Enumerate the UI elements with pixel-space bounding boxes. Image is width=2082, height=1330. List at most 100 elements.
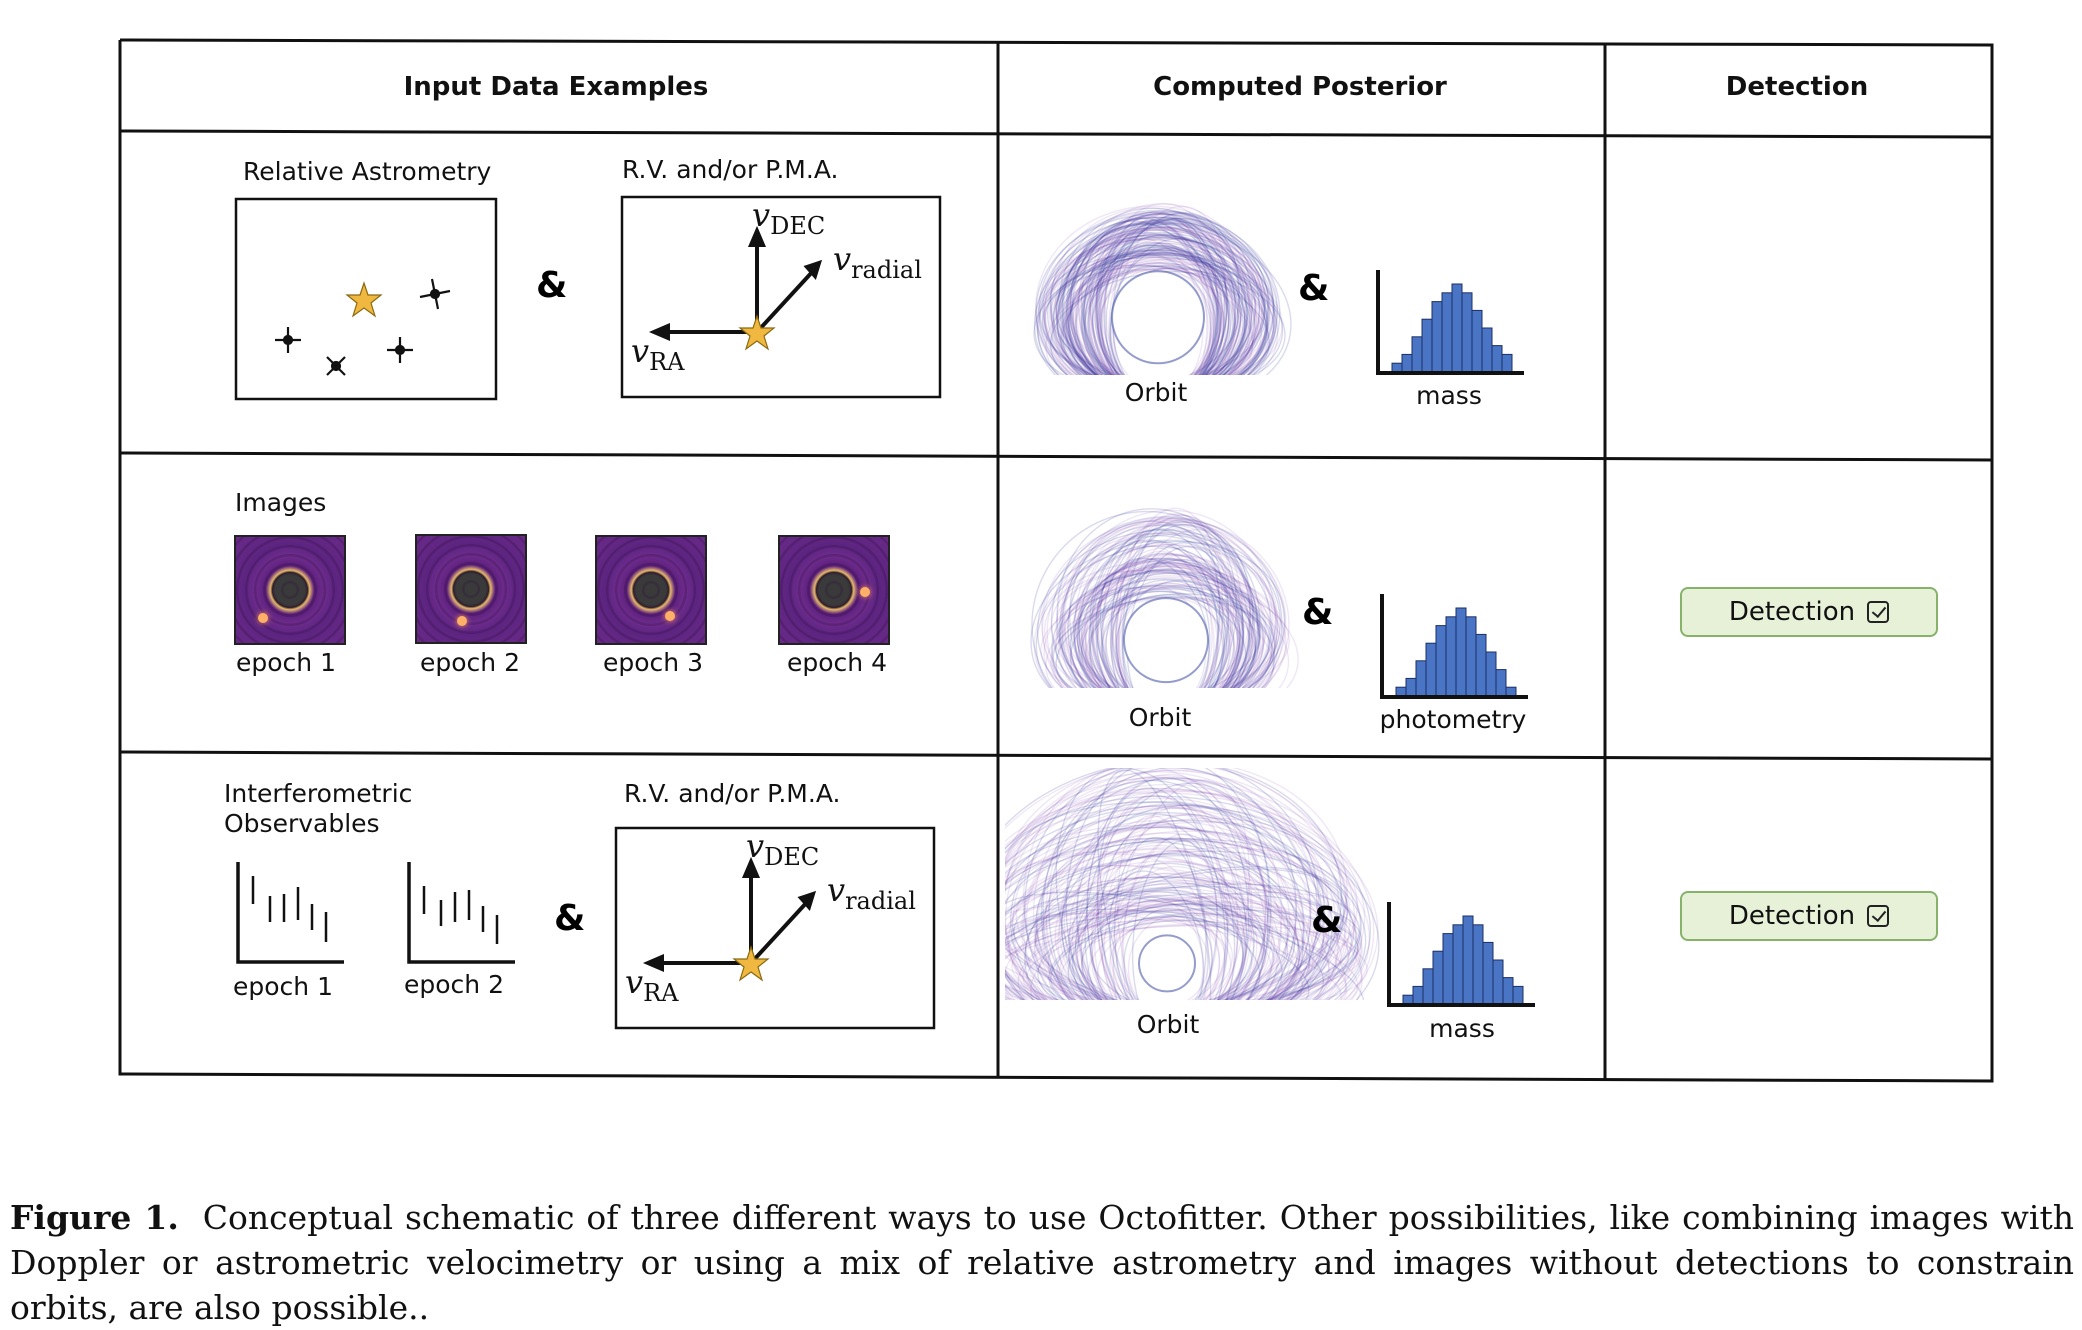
orbit-track	[1082, 244, 1220, 375]
orbit-track	[1067, 253, 1256, 375]
orbit-track	[1030, 897, 1289, 1000]
orbit-track	[1063, 213, 1281, 375]
orbit-track	[1041, 832, 1282, 1000]
orbit-track	[1078, 585, 1275, 688]
orbit-track	[1121, 833, 1229, 1000]
orbit-track	[1005, 789, 1366, 1000]
orbit-track	[1083, 252, 1244, 375]
orbit-track	[1080, 915, 1253, 1000]
orbit-track	[1115, 916, 1210, 1000]
orbit-track	[1013, 893, 1325, 1000]
ampersand-row3-posterior: &	[1311, 900, 1343, 941]
orbit-track	[1033, 886, 1308, 1000]
orbit-track	[1097, 769, 1212, 1000]
orbit-track	[1071, 222, 1251, 375]
orbit-track	[1005, 866, 1349, 1000]
orbit-track	[1100, 217, 1243, 375]
orbit-label-row1: Orbit	[1124, 378, 1188, 407]
orbit-track	[1122, 836, 1219, 1000]
orbit-track	[1043, 212, 1251, 375]
orbit-track	[1057, 850, 1288, 1000]
orbit-track	[1035, 234, 1275, 375]
detection-button-row3[interactable]: Detection	[1680, 891, 1938, 941]
orbit-track	[1060, 266, 1239, 375]
orbit-track	[1111, 558, 1245, 688]
orbit-track	[1005, 850, 1342, 1000]
orbit-track	[1064, 587, 1275, 688]
orbit-track	[1035, 213, 1275, 375]
orbit-track	[1112, 779, 1250, 1000]
orbit-track	[1110, 523, 1238, 688]
orbit-track	[1100, 227, 1213, 375]
orbit-track	[1005, 910, 1368, 1000]
orbit-track	[1076, 795, 1247, 1000]
orbit-track	[1088, 246, 1225, 375]
orbit-track	[1044, 256, 1284, 375]
orbit-track	[1109, 865, 1238, 1000]
orbit-track	[1066, 224, 1242, 375]
orbit-track	[1065, 233, 1248, 375]
orbit-track	[1074, 569, 1264, 688]
detection-button-row2[interactable]: Detection	[1680, 587, 1938, 637]
orbit-track	[1049, 207, 1247, 375]
histogram-bar	[1501, 353, 1513, 373]
orbit-track	[1005, 768, 1356, 1000]
detection-button-label: Detection	[1728, 901, 1856, 931]
orbit-track	[1097, 210, 1241, 375]
orbit-track	[1086, 916, 1234, 1000]
histogram-bar	[1422, 968, 1434, 1005]
orbit-track	[1005, 905, 1362, 1000]
orbit-track	[1068, 882, 1266, 1000]
orbit-posterior-row3	[1005, 768, 1380, 1000]
orbit-track	[1084, 568, 1238, 688]
orbit-track	[1005, 837, 1357, 1000]
v-radial-label: vradial	[833, 240, 922, 284]
orbit-track	[1091, 528, 1241, 688]
orbit-track	[1127, 914, 1221, 1000]
orbit-track	[1094, 253, 1212, 375]
histogram-bar	[1401, 353, 1413, 373]
orbit-track	[1050, 570, 1290, 688]
header-detection: Detection	[1725, 72, 1869, 102]
orbit-track	[1064, 229, 1253, 375]
orbit-track	[1123, 907, 1213, 1000]
orbit-track	[1060, 267, 1258, 375]
orbit-track	[1101, 889, 1244, 1000]
orbit-track	[1099, 222, 1236, 375]
orbit-track	[1109, 517, 1232, 688]
histogram-bar	[1471, 309, 1483, 373]
orbit-track	[1073, 544, 1266, 688]
epoch-2-label-row3: epoch 2	[404, 970, 504, 999]
histogram-bar	[1405, 677, 1417, 697]
interferometric-label: Interferometric	[224, 779, 413, 808]
orbit-track	[1118, 579, 1240, 688]
mass-histogram-row3	[1387, 902, 1535, 1007]
orbit-track	[1012, 797, 1312, 1000]
interferometric-plot-epoch2	[407, 862, 515, 964]
orbit-track	[1005, 855, 1330, 1000]
orbit-track	[1074, 880, 1278, 1000]
orbit-track	[1005, 776, 1375, 1000]
orbit-track	[1055, 569, 1299, 688]
orbit-track	[1041, 265, 1286, 375]
orbit-track	[1025, 819, 1339, 1000]
orbit-track	[1083, 262, 1237, 375]
histogram-bar	[1512, 985, 1524, 1005]
orbit-track	[1080, 217, 1218, 375]
orbit-track	[1082, 565, 1253, 688]
orbit-track	[1087, 246, 1236, 375]
orbit-track	[1090, 564, 1254, 688]
orbit-track	[1063, 803, 1271, 1000]
histogram-bar	[1431, 301, 1443, 373]
orbit-track	[1095, 203, 1228, 375]
orbit-track	[1083, 223, 1237, 375]
orbit-track	[1112, 550, 1213, 688]
orbit-track	[1088, 590, 1235, 688]
orbit-track	[1005, 826, 1367, 1000]
orbit-track	[1085, 557, 1241, 688]
histogram-bar	[1485, 651, 1497, 697]
orbit-track	[1074, 262, 1223, 375]
histogram-bar	[1442, 933, 1454, 1005]
orbit-track	[1091, 861, 1258, 1000]
orbit-track	[1053, 237, 1265, 375]
